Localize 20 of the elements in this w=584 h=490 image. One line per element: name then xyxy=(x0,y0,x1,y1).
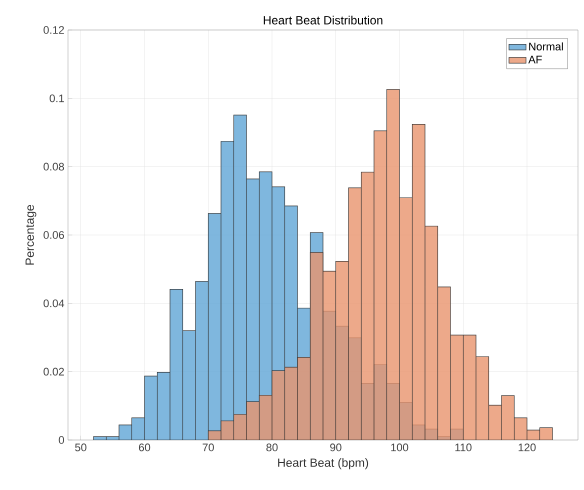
legend-label: Normal xyxy=(529,42,563,50)
x-tick-label: 110 xyxy=(455,444,472,452)
x-tick-label: 100 xyxy=(391,444,408,452)
x-tick-label: 70 xyxy=(202,444,214,452)
y-tick-label: 0.08 xyxy=(44,162,64,171)
y-tick-label: 0.04 xyxy=(44,299,64,308)
y-axis-title: Percentage xyxy=(26,204,36,265)
x-axis-title: Heart Beat (bpm) xyxy=(278,458,368,470)
x-tick-label: 90 xyxy=(330,444,342,452)
chart-title: Heart Beat Distribution xyxy=(264,16,382,24)
y-tick-label: 0.12 xyxy=(44,26,64,34)
x-tick-label: 80 xyxy=(266,444,278,452)
x-tick-label: 120 xyxy=(518,444,536,452)
y-tick-label: 0.02 xyxy=(44,368,64,376)
y-tick-label: 0.06 xyxy=(44,231,64,239)
x-tick-label: 50 xyxy=(75,444,86,452)
y-tick-label: 0.1 xyxy=(50,94,64,102)
legend-label: AF xyxy=(528,56,542,64)
x-tick-label: 60 xyxy=(138,444,150,452)
y-tick-label: 0 xyxy=(58,436,64,444)
